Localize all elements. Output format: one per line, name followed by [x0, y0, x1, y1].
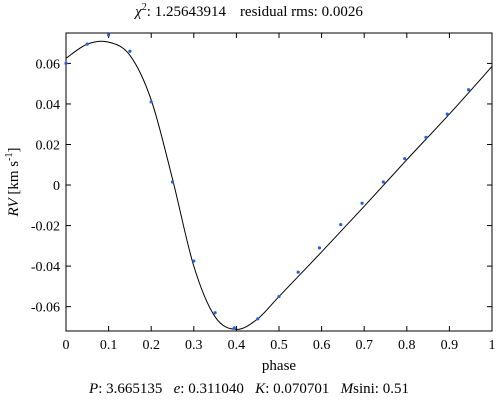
amplitude-value: 0.070701 — [273, 381, 330, 397]
y-axis-label-sup: -1 — [4, 153, 15, 161]
y-tick-label: -0.06 — [31, 301, 60, 316]
y-tick-label: 0.02 — [36, 138, 61, 153]
mass-label: M — [340, 381, 354, 397]
period-value: 3.665135 — [106, 381, 163, 397]
y-tick-label: 0.06 — [36, 57, 61, 72]
y-tick-label: 0.04 — [36, 98, 61, 113]
y-tick-label: -0.04 — [31, 260, 60, 275]
eccentricity-value: 0.311040 — [188, 381, 244, 397]
y-tick-label: -0.02 — [31, 220, 60, 235]
orbital-parameters: P: 3.665135 e: 0.311040 K: 0.070701 Msin… — [89, 381, 409, 397]
data-point — [296, 270, 300, 274]
data-point — [445, 112, 449, 116]
data-point — [381, 180, 385, 184]
y-axis-label-main: RV — [6, 197, 22, 218]
data-point — [339, 222, 343, 227]
mass-value: 0.51 — [382, 381, 409, 397]
data-points — [64, 33, 471, 330]
y-tick-labels: -0.06 -0.04 -0.02 0 0.02 0.04 0.06 — [31, 57, 60, 315]
data-point — [317, 246, 322, 250]
data-point — [107, 33, 111, 37]
residual-rms-label: residual rms: 0.0026 — [239, 4, 363, 20]
x-tick-label: 0.9 — [441, 338, 459, 353]
x-tick-label: 0.1 — [100, 338, 118, 353]
data-point — [466, 88, 471, 92]
amplitude-label: K — [255, 381, 266, 397]
y-axis-label: RV [km s-1] — [4, 148, 22, 218]
x-tick-label: 0.5 — [270, 338, 288, 353]
mass-suffix: sini — [353, 381, 375, 397]
y-axis-label-unit: [km s — [6, 161, 22, 195]
axis-ticks — [65, 33, 493, 331]
data-point — [192, 259, 196, 263]
data-point — [213, 311, 217, 315]
data-point — [424, 135, 428, 140]
x-tick-label: 0.3 — [185, 338, 203, 353]
data-point — [360, 201, 364, 205]
x-axis-label: phase — [262, 358, 296, 374]
data-point — [170, 180, 175, 184]
x-tick-label: 0.6 — [313, 338, 331, 353]
chi-exponent: 2 — [141, 2, 147, 13]
x-tick-label: 1 — [489, 338, 496, 353]
data-point — [403, 157, 407, 161]
data-point — [64, 61, 68, 66]
plot-frame — [65, 32, 493, 332]
data-point — [277, 294, 281, 299]
period-label: P — [89, 381, 99, 397]
data-point — [149, 100, 153, 104]
fit-curve — [65, 40, 493, 330]
x-tick-label: 0 — [63, 338, 70, 353]
data-point — [256, 317, 260, 321]
chi-value: 1.25643914 — [154, 4, 226, 20]
data-point — [85, 42, 89, 46]
x-tick-label: 0.7 — [355, 338, 373, 353]
data-point — [232, 326, 236, 330]
y-axis-label-close: ] — [6, 148, 22, 153]
x-tick-label: 0.4 — [228, 338, 246, 353]
data-point — [128, 49, 132, 53]
x-tick-label: 0.8 — [398, 338, 416, 353]
eccentricity-label: e — [173, 381, 181, 397]
chi-symbol: χ — [135, 4, 142, 20]
chart-title-top: χ2: 1.25643914 residual rms: 0.0026 — [135, 2, 363, 21]
x-tick-label: 0.2 — [142, 338, 160, 353]
y-tick-label: 0 — [53, 179, 60, 194]
x-tick-labels: 0 0.1 0.2 0.3 0.4 0.5 0.6 0.7 0.8 0.9 1 — [63, 338, 496, 353]
